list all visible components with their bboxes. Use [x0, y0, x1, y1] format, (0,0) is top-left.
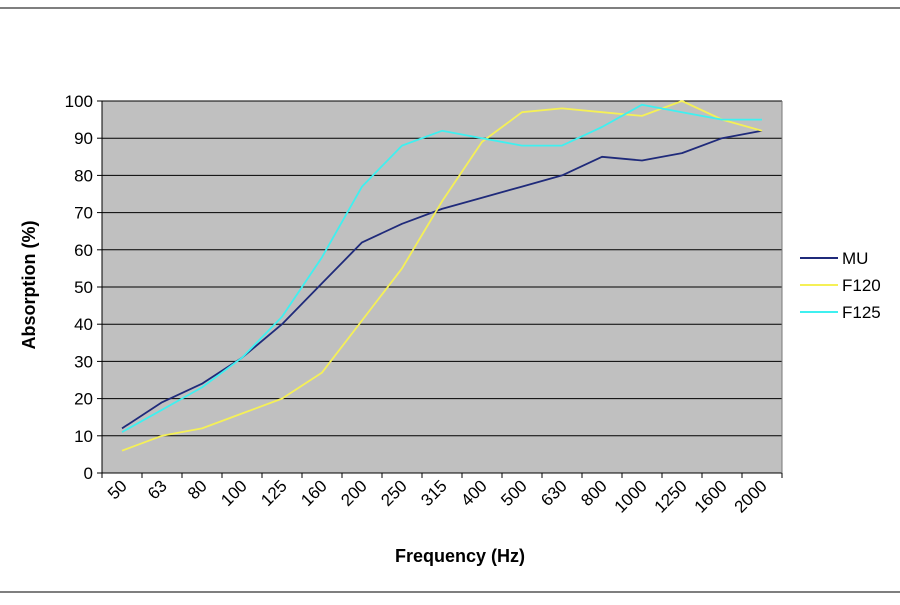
y-axis-ticks: 0 10 20 30 40 50 60 70 80 90 100 — [65, 92, 102, 483]
y-tick-label: 40 — [74, 315, 93, 334]
x-tick-label: 160 — [297, 476, 330, 509]
x-tick-label: 400 — [457, 476, 490, 509]
gridlines — [102, 100, 782, 437]
series-line-f120 — [121, 100, 763, 452]
y-axis-label: Absorption (%) — [19, 221, 39, 350]
x-tick-label: 1600 — [691, 476, 731, 516]
series-line-mu — [121, 129, 763, 430]
x-tick-label: 250 — [377, 476, 410, 509]
y-tick-label: 10 — [74, 427, 93, 446]
x-tick-label: 2000 — [731, 476, 771, 516]
x-tick-label: 315 — [417, 476, 450, 509]
x-tick-label: 50 — [104, 476, 131, 503]
series-lines — [121, 100, 763, 452]
legend-label-mu: MU — [842, 249, 868, 268]
x-tick-label: 100 — [217, 476, 250, 509]
x-tick-label: 800 — [577, 476, 610, 509]
x-axis-label: Frequency (Hz) — [395, 546, 525, 566]
legend-label-f120: F120 — [842, 276, 881, 295]
y-tick-label: 80 — [74, 166, 93, 185]
y-tick-label: 90 — [74, 129, 93, 148]
x-tick-label: 630 — [537, 476, 570, 509]
legend: MU F120 F125 — [800, 249, 881, 322]
legend-label-f125: F125 — [842, 303, 881, 322]
y-tick-label: 50 — [74, 278, 93, 297]
y-tick-label: 30 — [74, 352, 93, 371]
x-tick-label: 125 — [257, 476, 290, 509]
x-tick-label: 1250 — [651, 476, 691, 516]
y-tick-label: 100 — [65, 92, 93, 111]
series-line-f125 — [121, 103, 762, 433]
x-tick-label: 63 — [144, 476, 171, 503]
x-axis-ticks: 50 63 80 100 125 160 200 250 315 400 500 630 800 1000… — [101, 473, 783, 517]
y-tick-label: 70 — [74, 204, 93, 223]
x-tick-label: 500 — [497, 476, 530, 509]
y-tick-label: 60 — [74, 241, 93, 260]
y-tick-label: 20 — [74, 390, 93, 409]
x-tick-label: 80 — [184, 476, 211, 503]
x-tick-label: 1000 — [611, 476, 651, 516]
x-tick-label: 200 — [337, 476, 370, 509]
y-tick-label: 0 — [84, 464, 93, 483]
